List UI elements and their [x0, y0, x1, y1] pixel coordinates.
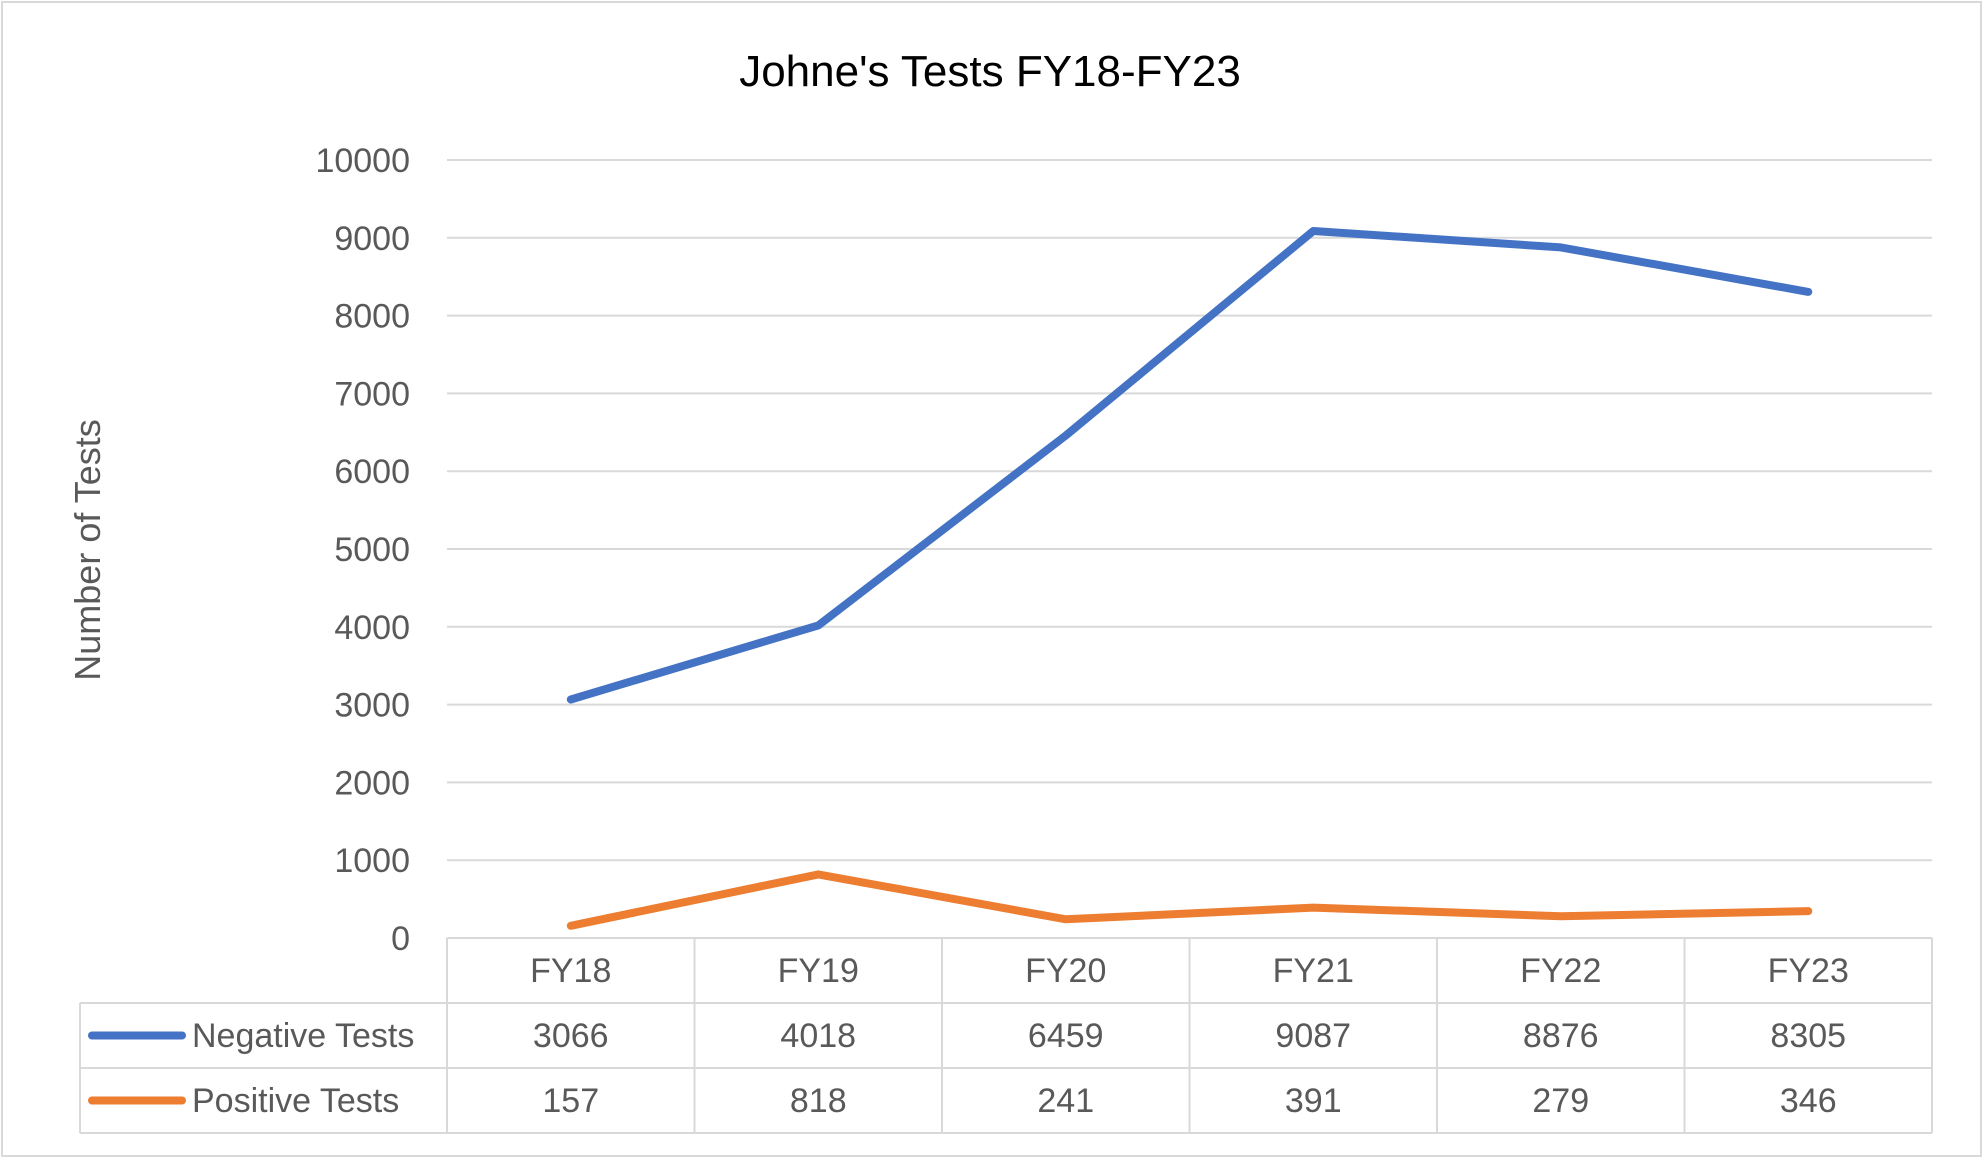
y-tick-label: 9000	[334, 220, 410, 258]
data-label: 391	[1285, 1082, 1342, 1120]
data-label: 346	[1780, 1082, 1837, 1120]
data-label: 8876	[1523, 1017, 1599, 1055]
data-label: 6459	[1028, 1017, 1104, 1055]
x-tick-label: FY23	[1768, 952, 1849, 990]
data-label: 9087	[1275, 1017, 1351, 1055]
data-label: 8305	[1770, 1017, 1846, 1055]
x-tick-label: FY21	[1273, 952, 1354, 990]
y-tick-label: 0	[391, 920, 410, 958]
chart-title: Johne's Tests FY18-FY23	[739, 47, 1241, 96]
y-axis-label: Number of Tests	[67, 419, 108, 680]
y-tick-label: 8000	[334, 298, 410, 336]
y-tick-label: 3000	[334, 687, 410, 725]
y-tick-label: 7000	[334, 375, 410, 413]
x-tick-label: FY20	[1025, 952, 1106, 990]
data-label: 157	[542, 1082, 599, 1120]
y-tick-label: 5000	[334, 531, 410, 569]
y-tick-label: 10000	[315, 142, 410, 180]
data-label: 4018	[780, 1017, 856, 1055]
data-label: 818	[790, 1082, 847, 1120]
legend-label: Positive Tests	[192, 1082, 399, 1120]
data-label: 3066	[533, 1017, 609, 1055]
y-tick-label: 4000	[334, 609, 410, 647]
legend-label: Negative Tests	[192, 1017, 414, 1055]
x-tick-label: FY18	[530, 952, 611, 990]
y-tick-label: 6000	[334, 453, 410, 491]
x-tick-label: FY19	[778, 952, 859, 990]
y-tick-label: 2000	[334, 764, 410, 802]
x-tick-label: FY22	[1520, 952, 1601, 990]
y-tick-label: 1000	[334, 842, 410, 880]
data-label: 241	[1037, 1082, 1094, 1120]
data-label: 279	[1532, 1082, 1589, 1120]
